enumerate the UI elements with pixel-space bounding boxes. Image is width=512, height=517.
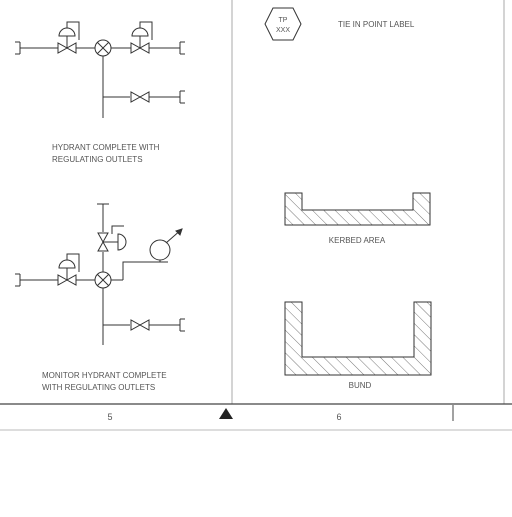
kerbed-area-symbol bbox=[284, 192, 431, 226]
hydrant-regulating-outlets-symbol bbox=[14, 21, 186, 118]
tie-in-tag-top: TP bbox=[279, 17, 288, 24]
tie-in-point-label: TIE IN POINT LABEL bbox=[338, 20, 415, 29]
bund-label: BUND bbox=[349, 381, 372, 390]
page-number-right: 6 bbox=[336, 412, 341, 422]
triangle-up-icon bbox=[219, 408, 233, 419]
page-number-left: 5 bbox=[107, 412, 112, 422]
bund-symbol bbox=[284, 301, 432, 376]
hydrant-caption-line-1: HYDRANT COMPLETE WITH bbox=[52, 143, 160, 152]
tie-in-point-tag: TP XXX bbox=[264, 7, 302, 41]
monitor-caption-line-2: WITH REGULATING OUTLETS bbox=[42, 383, 155, 392]
tie-in-tag-bottom: XXX bbox=[276, 27, 290, 34]
hexagon-icon bbox=[264, 7, 302, 41]
monitor-caption-line-1: MONITOR HYDRANT COMPLETE bbox=[42, 371, 167, 380]
kerbed-area-label: KERBED AREA bbox=[329, 236, 386, 245]
hydrant-caption-line-2: REGULATING OUTLETS bbox=[52, 155, 143, 164]
monitor-hydrant-symbol bbox=[14, 203, 186, 345]
